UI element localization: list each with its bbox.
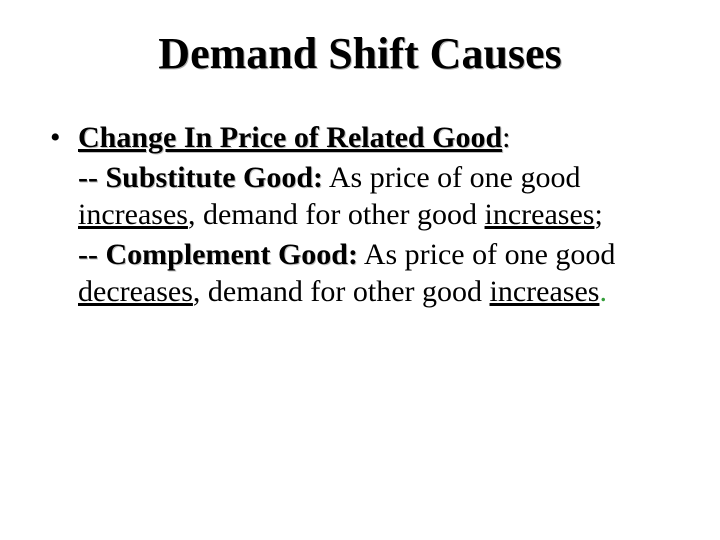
heading-colon: :: [502, 121, 510, 154]
sub-text: , demand for other good: [188, 198, 485, 231]
sub-item-complement: -- Complement Good: As price of one good…: [78, 236, 672, 311]
slide-body: • Change In Price of Related Good: -- Su…: [48, 119, 672, 311]
sub-underline-1: increases: [78, 198, 188, 231]
sub-item-substitute: -- Substitute Good: As price of one good…: [78, 159, 672, 234]
sub-underline-3: decreases: [78, 275, 193, 308]
semicolon: ;: [594, 198, 602, 231]
sub-underline-2: increases: [485, 198, 595, 231]
sub-heading-substitute: -- Substitute Good:: [78, 161, 323, 194]
bullet-item: • Change In Price of Related Good:: [78, 119, 672, 157]
slide: Demand Shift Causes • Change In Price of…: [0, 0, 720, 540]
bullet-mark: •: [50, 119, 61, 157]
slide-title: Demand Shift Causes: [48, 28, 672, 79]
sub-text: As price of one good: [323, 161, 580, 194]
sub-underline-4: increases: [490, 275, 600, 308]
sub-text: , demand for other good: [193, 275, 490, 308]
accent-period: .: [599, 275, 607, 308]
sub-heading-complement: -- Complement Good:: [78, 238, 358, 271]
sub-text: As price of one good: [358, 238, 615, 271]
heading-text: Change In Price of Related Good: [78, 121, 502, 154]
